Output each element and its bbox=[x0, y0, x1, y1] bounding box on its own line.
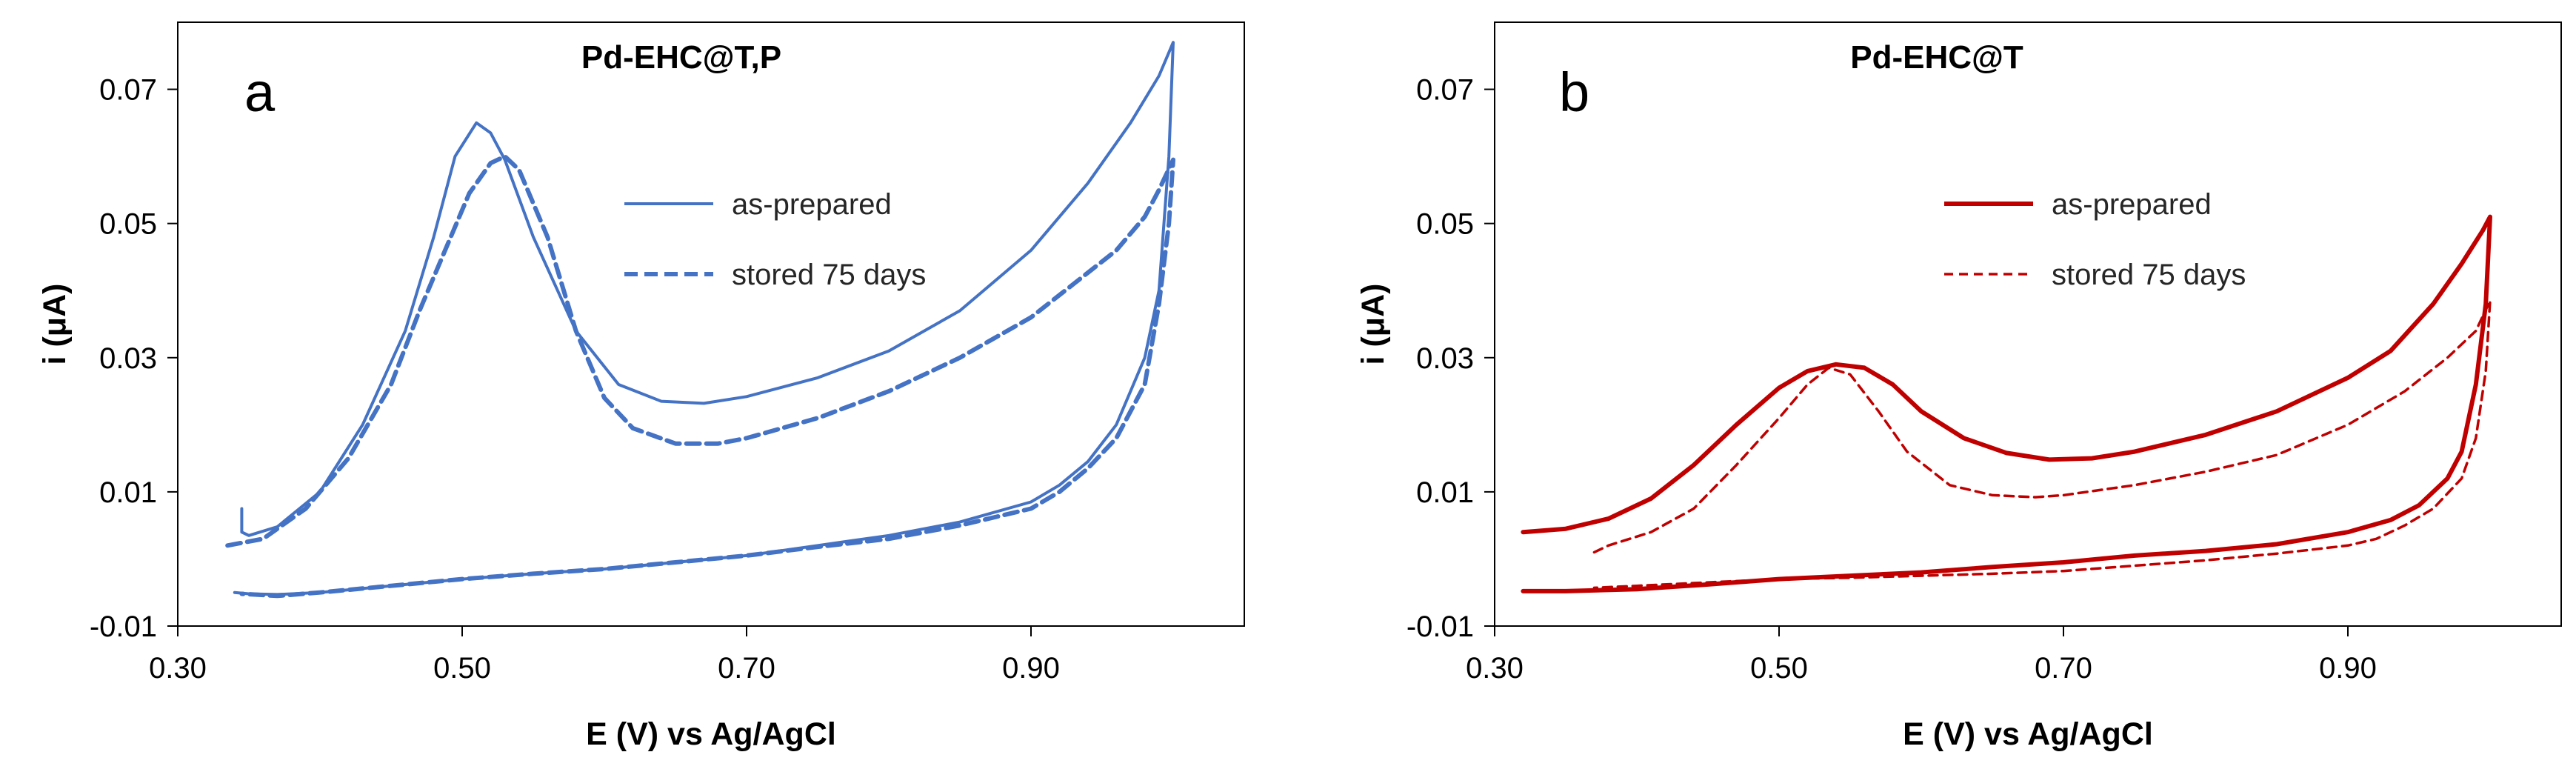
x-tick-label: 0.90 bbox=[1002, 652, 1060, 685]
y-tick-label: 0.07 bbox=[99, 74, 157, 107]
x-tick-label: 0.30 bbox=[1466, 652, 1524, 685]
chart-panel-b: 0.30 0.50 0.70 0.90 -0.01 0.01 0.03 0.05 0.07 E (… bbox=[1355, 21, 2562, 752]
x-axis-title: E (V) vs Ag/AgCl bbox=[1903, 716, 2153, 752]
x-tick-label: 0.70 bbox=[718, 652, 775, 685]
chart-title: Pd-EHC@T bbox=[1850, 39, 2023, 76]
series-line-as-prepared bbox=[1521, 214, 2492, 593]
panel-label: a bbox=[244, 61, 276, 123]
legend-label: stored 75 days bbox=[2052, 259, 2246, 291]
legend-label: as-prepared bbox=[732, 188, 892, 221]
plot-area-frame bbox=[1494, 21, 2562, 627]
y-tick-label: 0.07 bbox=[1416, 74, 1474, 107]
legend-label: stored 75 days bbox=[732, 259, 926, 291]
y-tick-label: 0.01 bbox=[99, 476, 157, 509]
y-tick-label: -0.01 bbox=[1407, 610, 1474, 643]
y-tick-label: 0.01 bbox=[1416, 476, 1474, 509]
x-tick-label: 0.50 bbox=[1750, 652, 1808, 685]
y-axis-title: i (μA) bbox=[37, 284, 73, 365]
series-line-stored-75-days bbox=[1592, 299, 2492, 590]
y-tick-label: -0.01 bbox=[90, 610, 157, 643]
series-line-stored-75-days bbox=[225, 154, 1175, 599]
chart-title: Pd-EHC@T,P bbox=[581, 39, 781, 76]
y-tick-label: 0.05 bbox=[99, 208, 157, 241]
plot-area-frame bbox=[177, 21, 1245, 627]
x-axis-title: E (V) vs Ag/AgCl bbox=[586, 716, 836, 752]
x-tick-label: 0.90 bbox=[2319, 652, 2377, 685]
x-tick-label: 0.30 bbox=[149, 652, 207, 685]
y-axis-title: i (μA) bbox=[1355, 284, 1391, 365]
chart-panel-a: 0.30 0.50 0.70 0.90 -0.01 0.01 0.03 0.05 0.07 E (… bbox=[37, 21, 1245, 752]
legend-label: as-prepared bbox=[2052, 188, 2212, 221]
x-tick-label: 0.50 bbox=[433, 652, 491, 685]
y-tick-label: 0.03 bbox=[99, 342, 157, 375]
y-tick-label: 0.05 bbox=[1416, 208, 1474, 241]
panel-label: b bbox=[1559, 61, 1589, 123]
y-tick-label: 0.03 bbox=[1416, 342, 1474, 375]
x-tick-label: 0.70 bbox=[2035, 652, 2092, 685]
